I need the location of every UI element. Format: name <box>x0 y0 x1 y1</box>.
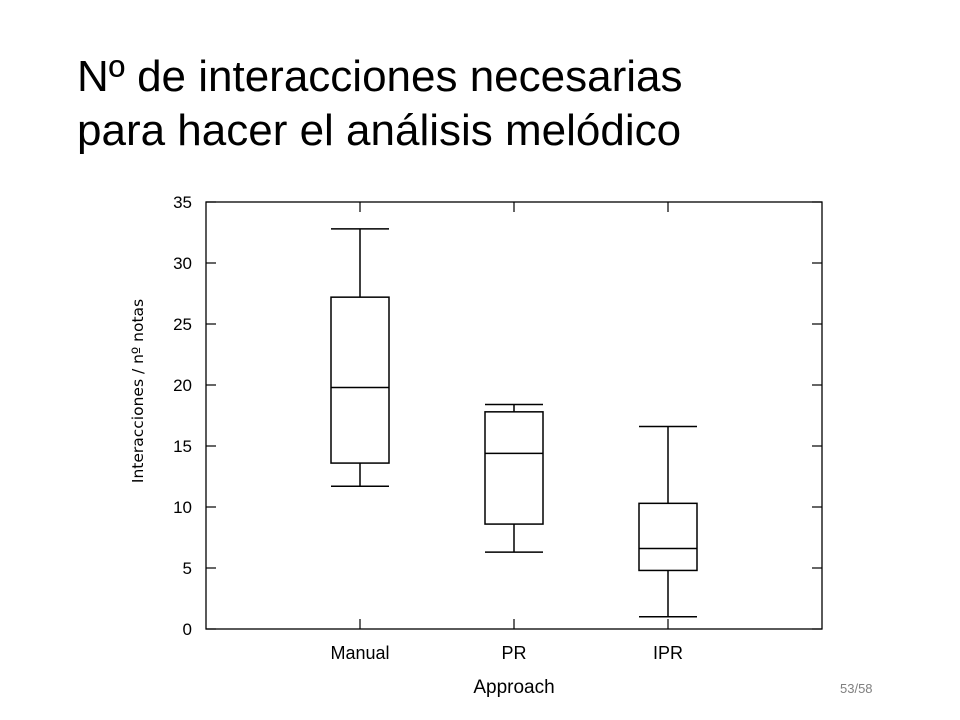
title-line-1: Nº de interacciones necesarias <box>77 52 683 101</box>
slide-number: 53/58 <box>840 681 873 696</box>
y-tick-label: 25 <box>173 315 192 334</box>
y-tick-label: 35 <box>173 193 192 212</box>
x-tick-label: Manual <box>330 643 389 663</box>
x-axis-label: Approach <box>473 677 554 698</box>
slide-title: Nº de interacciones necesarias para hace… <box>77 50 897 158</box>
plot-frame <box>205 201 823 630</box>
y-tick-label: 30 <box>173 254 192 273</box>
box-manual <box>330 228 390 488</box>
title-line-2: para hacer el análisis melódico <box>77 106 682 155</box>
y-tick-label: 5 <box>183 559 192 578</box>
y-axis: 0 5 10 15 20 25 30 35 <box>173 193 822 639</box>
box-pr <box>484 403 544 553</box>
x-tick-label: PR <box>501 643 526 663</box>
iqr-box <box>484 411 544 525</box>
x-tick-label: IPR <box>653 643 683 663</box>
y-tick-label: 15 <box>173 437 192 456</box>
y-tick-label: 10 <box>173 498 192 517</box>
y-tick-label: 20 <box>173 376 192 395</box>
x-axis: Manual PR IPR <box>330 202 683 663</box>
boxes-layer <box>330 228 698 618</box>
iqr-box <box>330 296 390 464</box>
y-tick-label: 0 <box>183 620 192 639</box>
y-axis-label: Interacciones / nº notas <box>129 299 147 483</box>
iqr-box <box>638 502 698 572</box>
box-ipr <box>638 425 698 618</box>
